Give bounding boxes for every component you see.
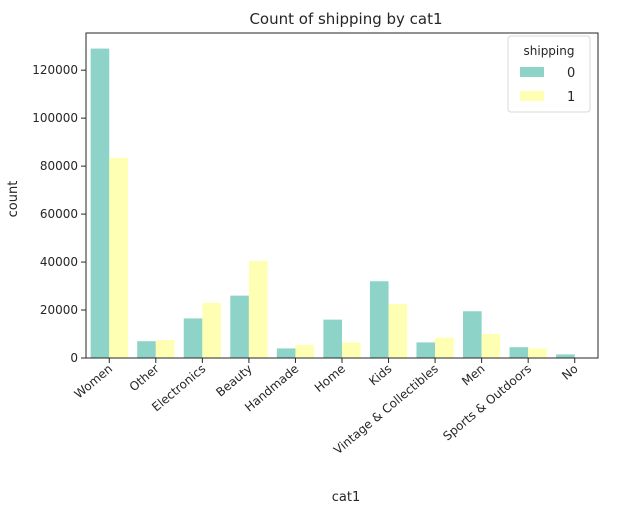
x-tick-label: Women — [72, 362, 116, 402]
bar-1-handmade — [295, 344, 315, 358]
bar-0-electronics — [183, 318, 203, 358]
y-tick-label: 80000 — [40, 159, 78, 173]
bar-1-vintage-collectibles — [435, 337, 454, 358]
legend-swatch-1 — [520, 91, 544, 101]
bar-0-sports-outdoors — [509, 347, 529, 358]
bar-0-women — [90, 48, 110, 359]
x-tick-label: Kids — [366, 362, 394, 389]
bar-1-beauty — [248, 260, 268, 358]
bar-0-men — [463, 311, 482, 358]
y-axis-label: count — [6, 181, 21, 218]
y-tick-label: 40000 — [40, 255, 78, 269]
legend-swatch-0 — [520, 67, 544, 77]
y-axis: 0 20000 40000 60000 80000 100000 120000 — [32, 63, 86, 365]
legend-title: shipping — [524, 44, 575, 58]
bar-1-men — [481, 334, 501, 358]
chart-title: Count of shipping by cat1 — [249, 10, 442, 28]
bar-0-vintage-collectibles — [416, 342, 436, 358]
bar-1-sports-outdoors — [528, 348, 547, 358]
x-tick-label: Men — [459, 362, 487, 389]
bar-1-kids — [388, 304, 408, 358]
y-tick-label: 0 — [70, 351, 78, 365]
x-tick-label: Other — [127, 362, 162, 395]
x-tick-label: Sports & Outdoors — [440, 362, 534, 444]
bar-1-women — [109, 157, 128, 358]
bar-0-other — [137, 341, 156, 358]
x-tick-label: No — [559, 362, 581, 383]
bar-1-home — [342, 342, 361, 358]
x-tick-label: Beauty — [213, 362, 254, 400]
bar-1-electronics — [202, 302, 221, 358]
x-axis-label: cat1 — [332, 490, 360, 505]
bar-0-home — [323, 319, 342, 358]
bar-0-beauty — [230, 295, 249, 358]
bar-1-other — [155, 340, 175, 358]
plot-frame — [85, 32, 599, 359]
x-tick-label: Home — [312, 362, 348, 396]
bars-layer — [90, 48, 575, 359]
y-tick-label: 120000 — [32, 63, 78, 77]
bar-0-kids — [369, 281, 389, 358]
y-tick-label: 60000 — [40, 207, 78, 221]
legend-label-1: 1 — [567, 90, 575, 105]
y-tick-label: 20000 — [40, 303, 78, 317]
bar-0-no — [556, 354, 575, 358]
legend-label-0: 0 — [567, 66, 575, 81]
y-tick-label: 100000 — [32, 111, 78, 125]
bar-0-handmade — [276, 348, 296, 358]
legend: shipping 0 1 — [507, 35, 591, 113]
